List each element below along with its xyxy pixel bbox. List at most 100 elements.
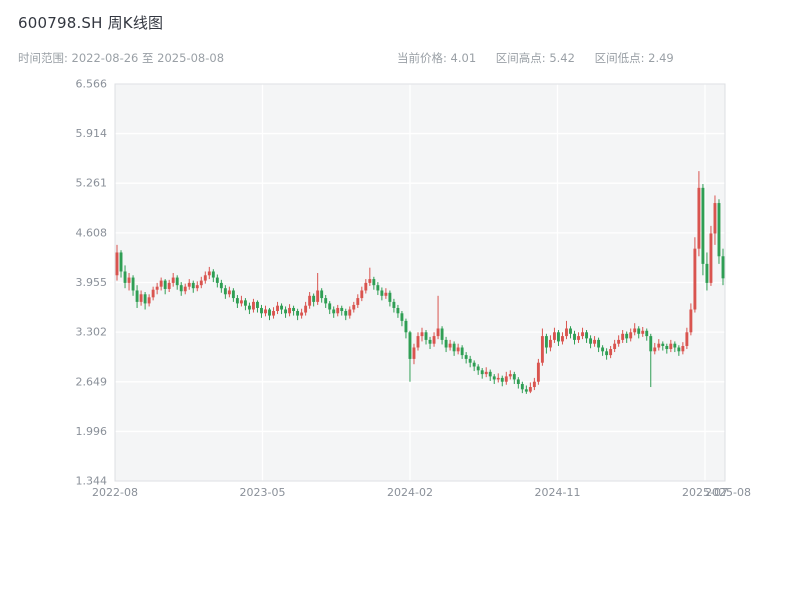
candle-body [316, 290, 320, 302]
candle-body [512, 374, 516, 380]
candle-body [135, 290, 139, 302]
candle-body [256, 301, 259, 308]
candle-body [709, 233, 713, 283]
candle-body [565, 328, 568, 337]
candle-body [492, 376, 496, 380]
range-low-stat: 区间低点: 2.49 [594, 51, 674, 65]
candle-body [227, 290, 231, 295]
candle-body [436, 328, 440, 337]
candle-body [296, 311, 300, 316]
candle-body [641, 330, 645, 334]
candle-body [300, 312, 304, 316]
candle-body [677, 347, 681, 352]
candle-body [717, 203, 721, 257]
candle-body [155, 286, 159, 290]
candle-body [400, 313, 404, 321]
x-tick-label: 2024-02 [387, 486, 433, 499]
candle-body [404, 320, 408, 333]
candle-body [292, 307, 296, 312]
candle-body [420, 332, 424, 337]
candle-body [143, 294, 147, 304]
candle-body [380, 290, 384, 296]
candle-body [392, 301, 396, 308]
candle-body [412, 347, 416, 359]
candle-body [516, 379, 520, 384]
candle-body [203, 275, 207, 281]
candle-body [183, 286, 187, 292]
candle-body [645, 330, 649, 337]
candle-body [673, 343, 677, 348]
candle-body [372, 279, 376, 286]
candle-body [669, 343, 673, 350]
range-high-stat: 区间高点: 5.42 [495, 51, 575, 65]
candle-body [147, 297, 151, 304]
candle-body [713, 203, 717, 234]
candle-body [504, 376, 508, 382]
candle-body [187, 282, 191, 287]
candle-body [368, 279, 372, 283]
candle-body [528, 387, 532, 392]
candle-body [276, 305, 279, 312]
candle-body [484, 371, 488, 375]
y-tick-label: 1.344 [76, 475, 108, 488]
candle-body [324, 298, 328, 304]
y-tick-label: 4.608 [76, 226, 108, 239]
candle-body [585, 332, 588, 339]
candle-body [464, 355, 468, 359]
candle-body [243, 300, 247, 306]
candle-body [231, 290, 235, 299]
candle-body [288, 307, 292, 314]
candle-body [685, 332, 689, 346]
candle-body [693, 248, 697, 310]
x-tick-label: 2023-05 [240, 486, 286, 499]
candle-body [312, 295, 316, 302]
candle-body [621, 333, 625, 340]
candle-body [239, 300, 243, 304]
candle-body [175, 277, 179, 286]
candle-body [139, 294, 143, 302]
candle-body [597, 339, 601, 348]
candle-body [500, 377, 504, 382]
candle-body [151, 289, 155, 298]
candle-body [320, 290, 324, 299]
candle-body [452, 343, 456, 352]
candle-body [617, 339, 621, 344]
candle-body [191, 282, 195, 289]
candle-body [336, 307, 340, 314]
candle-body [344, 311, 348, 316]
candle-body [661, 343, 665, 346]
candle-body [304, 305, 308, 313]
candle-body [340, 307, 344, 312]
candle-body [569, 328, 572, 334]
candle-body [557, 332, 560, 342]
time-range-label: 时间范围: 2022-08-26 至 2025-08-08 [18, 51, 225, 65]
candle-body [601, 347, 605, 352]
candle-body [613, 343, 617, 350]
candle-body [207, 271, 211, 276]
x-tick-label: 2024-11 [535, 486, 581, 499]
candle-body [653, 347, 657, 352]
candle-body [701, 187, 705, 264]
candle-body [428, 339, 432, 344]
candle-body [348, 309, 352, 316]
y-tick-label: 5.914 [76, 127, 108, 140]
candle-body [127, 277, 131, 283]
candle-body [532, 381, 536, 388]
candle-body [408, 332, 412, 359]
candle-body [131, 277, 135, 291]
x-tick-label: 2025-08 [705, 486, 751, 499]
candle-body [328, 303, 332, 310]
x-tick-label: 2025-07 [682, 486, 728, 499]
candle-body [195, 285, 199, 289]
candle-body [472, 362, 476, 367]
candle-body [247, 305, 251, 310]
candle-body [199, 280, 203, 286]
candle-body [697, 187, 701, 249]
candle-body [252, 301, 255, 310]
candle-body [508, 374, 512, 377]
candle-body [223, 288, 227, 295]
candle-body [444, 339, 448, 348]
candle-body [480, 370, 484, 375]
candle-body [605, 351, 609, 356]
y-tick-label: 2.649 [76, 375, 108, 388]
